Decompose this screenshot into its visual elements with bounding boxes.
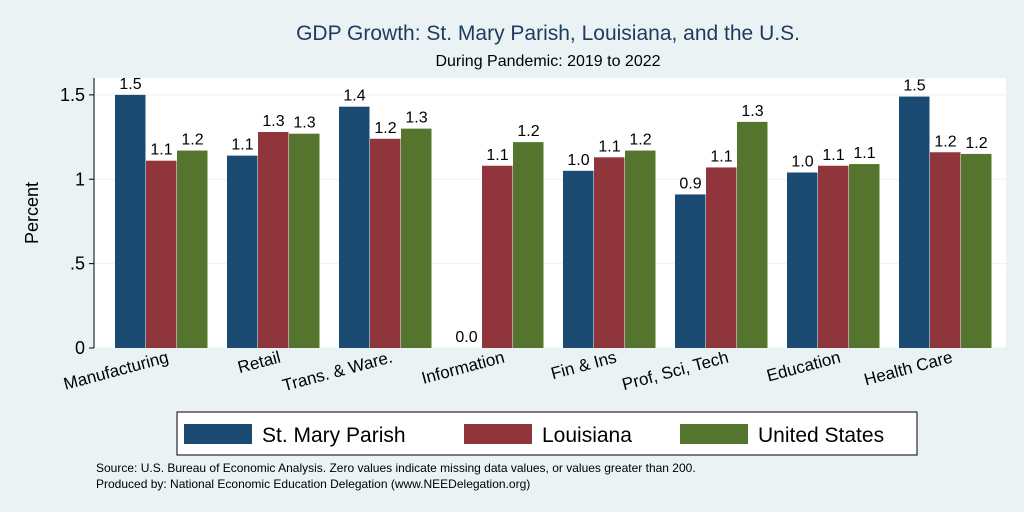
data-label-united-states-manufacturing: 1.2 — [181, 132, 203, 149]
bar-united-states-prof-sci-tech — [737, 121, 768, 348]
y-tick-label: 0 — [75, 338, 85, 358]
data-label-st-mary-parish-health-care: 1.5 — [903, 78, 925, 95]
legend-label-united-states: United States — [758, 424, 884, 447]
legend-swatch-louisiana — [464, 424, 532, 444]
data-label-united-states-prof-sci-tech: 1.3 — [741, 103, 763, 120]
data-label-louisiana-health-care: 1.2 — [934, 133, 956, 150]
bar-louisiana-manufacturing — [146, 160, 177, 348]
data-label-united-states-retail: 1.3 — [293, 115, 315, 132]
legend-label-st-mary-parish: St. Mary Parish — [262, 424, 406, 447]
data-label-st-mary-parish-prof-sci-tech: 0.9 — [679, 175, 701, 192]
data-label-louisiana-trans-ware: 1.2 — [374, 120, 396, 137]
legend-swatch-united-states — [680, 424, 748, 444]
bar-united-states-health-care — [961, 153, 992, 348]
bar-st-mary-parish-fin-ins — [563, 170, 594, 348]
bar-united-states-retail — [289, 133, 320, 348]
bar-st-mary-parish-education — [787, 172, 818, 348]
bar-louisiana-prof-sci-tech — [706, 167, 737, 348]
data-label-louisiana-information: 1.1 — [486, 147, 508, 164]
legend-label-louisiana: Louisiana — [542, 424, 632, 447]
x-tick-label-fin-ins: Fin & Ins — [549, 348, 619, 384]
bar-louisiana-education — [818, 165, 849, 348]
bar-united-states-information — [513, 142, 544, 348]
produced-by-note: Produced by: National Economic Education… — [96, 477, 530, 491]
data-label-united-states-fin-ins: 1.2 — [629, 132, 651, 149]
data-label-louisiana-education: 1.1 — [822, 147, 844, 164]
data-label-united-states-information: 1.2 — [517, 123, 539, 140]
chart-title: GDP Growth: St. Mary Parish, Louisiana, … — [296, 22, 800, 45]
y-ticks: 0 .5 1 1.5 — [60, 85, 94, 358]
x-tick-label-trans-ware: Trans. & Ware. — [280, 348, 394, 396]
x-tick-label-health-care: Health Care — [862, 348, 955, 390]
y-tick-label: 1 — [75, 169, 85, 189]
legend: St. Mary Parish Louisiana United States — [176, 411, 918, 456]
bar-louisiana-fin-ins — [594, 157, 625, 348]
bar-united-states-manufacturing — [177, 150, 208, 348]
bar-united-states-fin-ins — [625, 150, 656, 348]
bar-louisiana-health-care — [930, 152, 961, 348]
x-tick-label-prof-sci-tech: Prof, Sci, Tech — [620, 348, 730, 395]
legend-swatch-st-mary-parish — [184, 424, 252, 444]
bar-st-mary-parish-retail — [227, 155, 258, 348]
data-label-louisiana-manufacturing: 1.1 — [150, 142, 172, 159]
bar-st-mary-parish-manufacturing — [115, 94, 146, 348]
bars — [115, 94, 992, 348]
data-label-united-states-trans-ware: 1.3 — [405, 110, 427, 127]
data-label-united-states-education: 1.1 — [853, 145, 875, 162]
x-tick-label-information: Information — [419, 348, 506, 388]
bar-louisiana-information — [482, 165, 513, 348]
legend-box — [176, 411, 918, 456]
bar-st-mary-parish-prof-sci-tech — [675, 194, 706, 348]
bar-louisiana-retail — [258, 132, 289, 348]
bar-st-mary-parish-trans-ware — [339, 106, 370, 348]
data-label-louisiana-retail: 1.3 — [262, 113, 284, 130]
y-tick-label: 1.5 — [60, 85, 85, 105]
x-tick-label-education: Education — [765, 348, 843, 386]
bar-louisiana-trans-ware — [370, 138, 401, 348]
data-label-st-mary-parish-education: 1.0 — [791, 154, 813, 171]
y-axis-label: Percent — [22, 182, 42, 244]
data-label-st-mary-parish-trans-ware: 1.4 — [343, 88, 365, 105]
data-label-st-mary-parish-manufacturing: 1.5 — [119, 76, 141, 93]
data-label-united-states-health-care: 1.2 — [965, 135, 987, 152]
data-label-st-mary-parish-fin-ins: 1.0 — [567, 152, 589, 169]
chart-subtitle: During Pandemic: 2019 to 2022 — [435, 53, 660, 70]
data-label-st-mary-parish-information: 0.0 — [455, 329, 477, 346]
x-tick-label-retail: Retail — [236, 348, 283, 378]
data-label-louisiana-fin-ins: 1.1 — [598, 138, 620, 155]
y-tick-label: .5 — [70, 254, 85, 274]
bar-united-states-education — [849, 164, 880, 348]
data-label-st-mary-parish-retail: 1.1 — [231, 137, 253, 154]
bar-st-mary-parish-health-care — [899, 96, 930, 348]
data-labels: 1.5 1.1 1.2 1.1 1.3 1.3 1.4 1.2 1.3 0.0 1.1 1.2 1.0 1… — [119, 76, 987, 346]
bar-united-states-trans-ware — [401, 128, 432, 348]
source-note: Source: U.S. Bureau of Economic Analysis… — [96, 461, 696, 475]
data-label-louisiana-prof-sci-tech: 1.1 — [710, 148, 732, 165]
